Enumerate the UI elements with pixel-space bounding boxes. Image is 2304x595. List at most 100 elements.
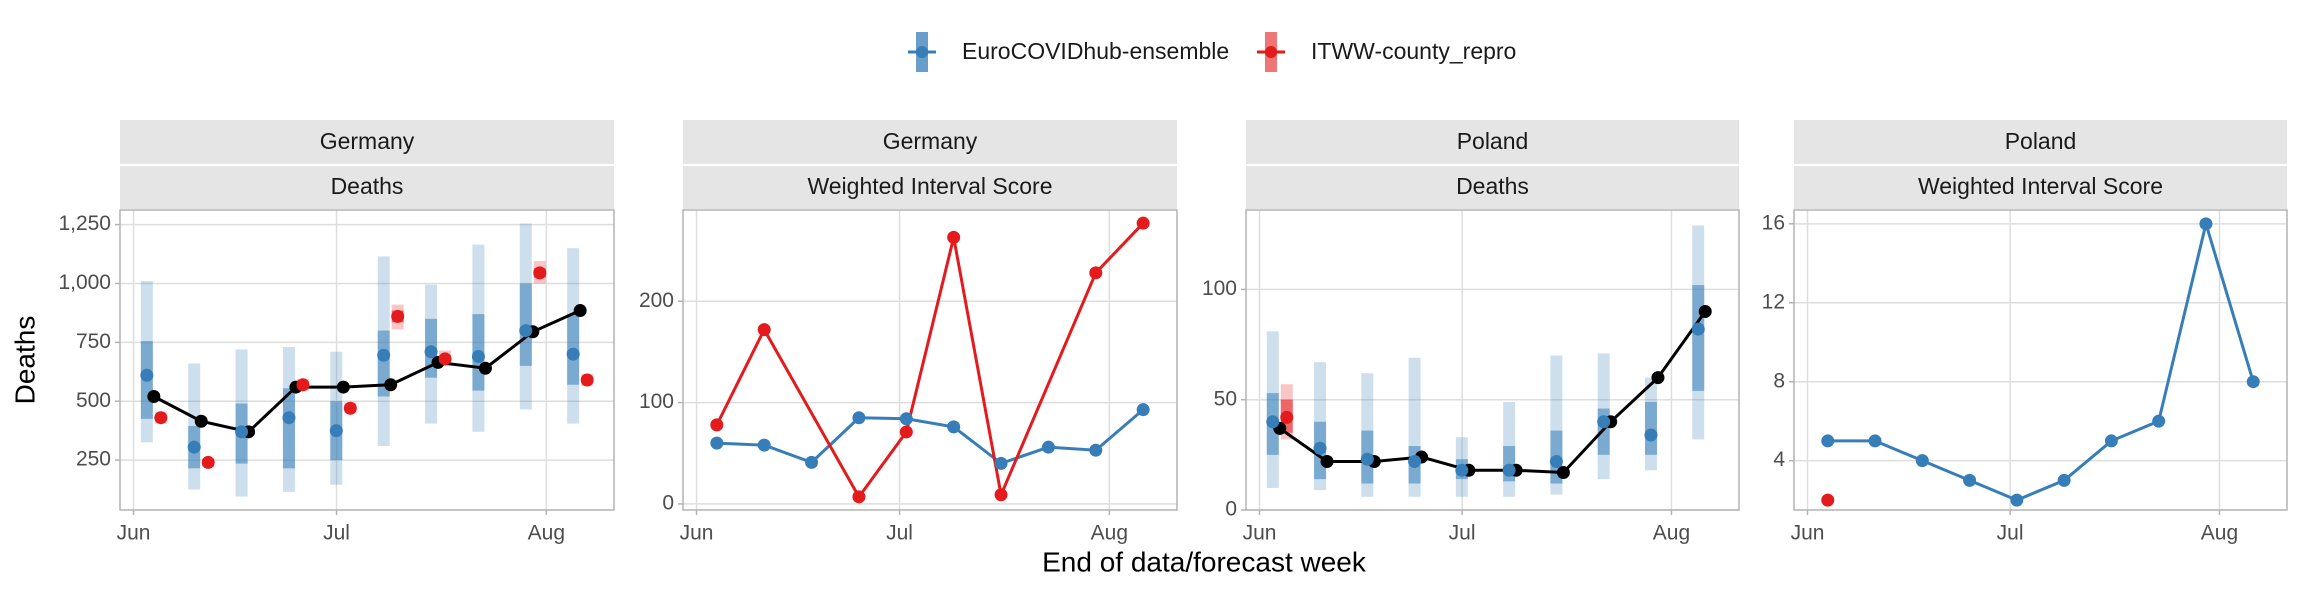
point	[1266, 415, 1280, 429]
point	[2104, 434, 2118, 448]
point	[1136, 216, 1150, 230]
point	[187, 440, 201, 454]
point	[757, 323, 771, 337]
point	[710, 418, 724, 432]
point	[1915, 454, 1929, 468]
series-line	[715, 222, 1145, 500]
point	[2152, 414, 2166, 428]
x-tick-label: Jun	[1243, 522, 1277, 545]
point	[391, 309, 405, 323]
point	[2010, 493, 2024, 507]
point	[194, 414, 208, 428]
point	[1597, 415, 1611, 429]
point	[384, 378, 398, 392]
point	[994, 488, 1008, 502]
y-tick-label: 0	[662, 491, 674, 514]
legend-swatch	[916, 46, 928, 58]
point	[573, 304, 587, 318]
panel-border	[682, 209, 1178, 511]
point	[1821, 434, 1835, 448]
point	[757, 438, 771, 452]
point	[1821, 493, 1835, 507]
x-tick-label: Jul	[1449, 522, 1476, 545]
y-tick-label: 4	[1773, 448, 1785, 471]
point	[1280, 410, 1294, 424]
y-tick-label: 50	[1214, 387, 1237, 410]
point	[235, 425, 249, 439]
point	[852, 490, 866, 504]
strip-label: Germany	[883, 128, 978, 154]
strip	[1794, 120, 2287, 164]
strip	[1246, 166, 1739, 209]
point	[1089, 266, 1103, 280]
point	[147, 389, 161, 403]
point	[580, 373, 594, 387]
panel-border	[1245, 209, 1740, 511]
x-tick-label: Aug	[1091, 522, 1128, 545]
legend-swatch	[1265, 46, 1277, 58]
y-tick-label: 750	[76, 330, 111, 353]
strip-label: Deaths	[1456, 173, 1529, 199]
y-tick-label: 8	[1773, 369, 1785, 392]
x-tick-label: Aug	[1653, 522, 1690, 545]
legend-label: EuroCOVIDhub-ensemble	[962, 38, 1229, 64]
interval-50	[1692, 285, 1705, 391]
x-tick-label: Aug	[2201, 522, 2238, 545]
point	[947, 230, 961, 244]
y-axis-title: Deaths	[9, 316, 40, 405]
legend-label: ITWW-county_repro	[1311, 38, 1516, 64]
y-tick-label: 1,250	[58, 212, 111, 235]
point	[899, 425, 913, 439]
point	[1651, 371, 1665, 385]
point	[377, 348, 391, 362]
point	[1691, 322, 1705, 336]
strip-label: Poland	[1457, 128, 1529, 154]
panel: Germany Weighted Interval Score 0 100 200 Jun…	[639, 120, 1178, 545]
x-tick-label: Jul	[1997, 522, 2024, 545]
x-tick-label: Jul	[323, 522, 350, 545]
point	[296, 378, 310, 392]
strip-label: Weighted Interval Score	[1918, 173, 2163, 199]
point	[994, 456, 1008, 470]
point	[2199, 217, 2213, 231]
x-axis-title: End of data/forecast week	[1042, 546, 1367, 577]
point	[478, 361, 492, 375]
point	[343, 401, 357, 415]
point	[1502, 463, 1516, 477]
strip-label: Weighted Interval Score	[807, 173, 1052, 199]
strip	[1794, 166, 2287, 209]
point	[2246, 375, 2260, 389]
strip	[683, 166, 1177, 209]
y-tick-label: 100	[1202, 277, 1237, 300]
strip	[120, 120, 614, 164]
point	[519, 324, 533, 338]
series-line	[1278, 310, 1707, 475]
point	[1136, 403, 1150, 417]
strip-label: Deaths	[331, 173, 404, 199]
point	[852, 411, 866, 425]
strip	[1246, 120, 1739, 164]
y-tick-label: 12	[1762, 290, 1785, 313]
point	[329, 424, 343, 438]
panel-border	[1793, 209, 2288, 511]
point	[471, 349, 485, 363]
point	[899, 412, 913, 426]
interval-50	[282, 388, 295, 469]
series-line	[716, 408, 1145, 466]
panel: Poland Deaths 0 50 100 Jun Jul Aug	[1202, 120, 1740, 545]
strip-label: Poland	[2005, 128, 2077, 154]
x-tick-label: Jun	[117, 522, 151, 545]
interval-50	[1644, 401, 1657, 455]
y-tick-label: 1,000	[58, 271, 111, 294]
point	[566, 347, 580, 361]
point	[1089, 443, 1103, 457]
y-tick-label: 500	[76, 389, 111, 412]
point	[140, 368, 154, 382]
x-tick-label: Jun	[1791, 522, 1825, 545]
panel: Germany Deaths 250 500 750 1,000 1,250 Jun Jul Au…	[9, 120, 615, 545]
strip	[683, 120, 1177, 164]
point	[424, 345, 438, 359]
panel: Poland Weighted Interval Score 4 8 12 16 Jun Ju…	[1762, 120, 2288, 545]
point	[282, 411, 296, 425]
